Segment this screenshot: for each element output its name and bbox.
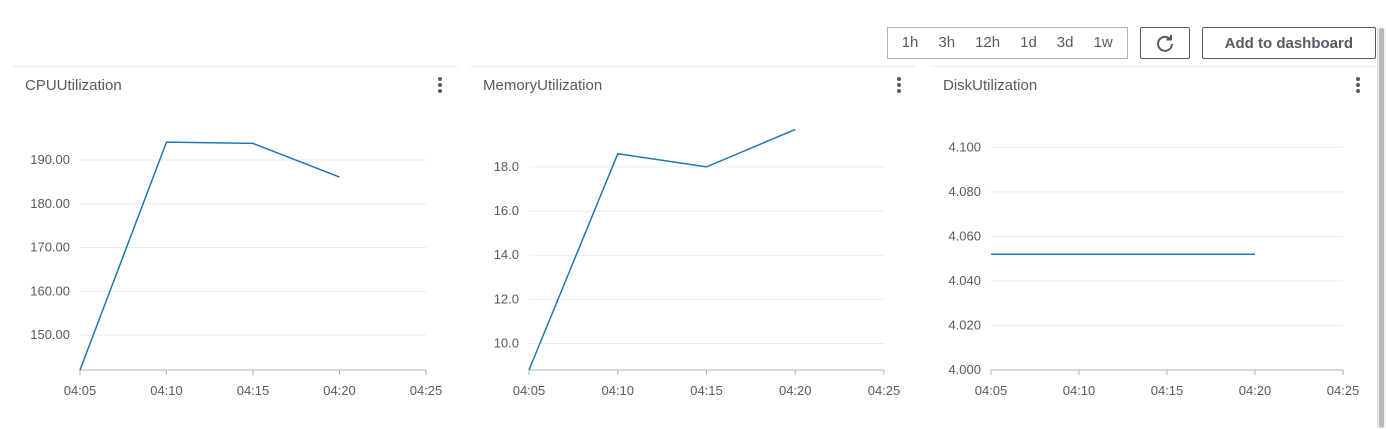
x-tick-label: 04:20 (1239, 383, 1272, 398)
y-tick-label: 10.0 (494, 336, 519, 351)
refresh-button[interactable] (1139, 27, 1190, 59)
y-tick-label: 18.0 (494, 159, 519, 174)
y-tick-label: 4.100 (948, 139, 981, 154)
y-tick-label: 160.00 (30, 283, 70, 298)
x-tick-label: 04:10 (150, 383, 183, 398)
x-tick-label: 04:05 (513, 383, 546, 398)
scrollbar-thumb[interactable] (1379, 28, 1384, 428)
range-1d-button[interactable]: 1d (1010, 28, 1047, 58)
range-3d-button[interactable]: 3d (1047, 28, 1084, 58)
range-12h-button[interactable]: 12h (965, 28, 1010, 58)
y-tick-label: 4.060 (948, 228, 981, 243)
y-tick-label: 4.020 (948, 317, 981, 332)
memory-utilization-panel: MemoryUtilization (470, 66, 916, 429)
x-tick-label: 04:25 (868, 383, 901, 398)
y-tick-label: 4.040 (948, 273, 981, 288)
y-tick-label: 12.0 (494, 291, 519, 306)
x-tick-label: 04:10 (1063, 383, 1096, 398)
x-tick-label: 04:15 (237, 383, 270, 398)
x-tick-label: 04:15 (690, 383, 723, 398)
chart-toolbar: 1h 3h 12h 1d 3d 1w Add to dashboard (886, 27, 1376, 59)
x-tick-label: 04:20 (323, 383, 356, 398)
series-line (528, 128, 796, 371)
page-scrollbar[interactable] (1377, 28, 1386, 428)
time-range-selector: 1h 3h 12h 1d 3d 1w (886, 27, 1128, 59)
series-line (79, 141, 340, 371)
range-3h-button[interactable]: 3h (928, 28, 965, 58)
range-1h-button[interactable]: 1h (892, 28, 929, 58)
y-tick-label: 4.080 (948, 184, 981, 199)
refresh-icon (1156, 35, 1173, 52)
x-tick-label: 04:05 (64, 383, 97, 398)
range-1w-button[interactable]: 1w (1083, 28, 1122, 58)
x-tick-label: 04:10 (601, 383, 634, 398)
kebab-menu-icon[interactable] (896, 77, 902, 93)
x-tick-label: 04:25 (410, 383, 443, 398)
x-tick-label: 04:15 (1151, 383, 1184, 398)
y-tick-label: 180.00 (30, 196, 70, 211)
x-tick-label: 04:20 (779, 383, 812, 398)
panel-title: DiskUtilization (943, 77, 1038, 94)
disk-utilization-panel: DiskUtilization (930, 66, 1376, 429)
add-to-dashboard-button[interactable]: Add to dashboard (1201, 27, 1376, 59)
y-tick-label: 150.00 (30, 327, 70, 342)
kebab-menu-icon[interactable] (437, 77, 443, 93)
y-tick-label: 170.00 (30, 240, 70, 255)
panel-title: MemoryUtilization (483, 77, 603, 94)
x-tick-label: 04:25 (1327, 383, 1360, 398)
y-tick-label: 14.0 (494, 247, 519, 262)
x-tick-label: 04:05 (975, 383, 1008, 398)
y-tick-label: 16.0 (494, 203, 519, 218)
cpu-utilization-panel: CPUUtilization (12, 66, 458, 429)
y-tick-label: 4.000 (948, 362, 981, 377)
panel-title: CPUUtilization (25, 77, 122, 94)
kebab-menu-icon[interactable] (1355, 77, 1361, 93)
y-tick-label: 190.00 (30, 152, 70, 167)
